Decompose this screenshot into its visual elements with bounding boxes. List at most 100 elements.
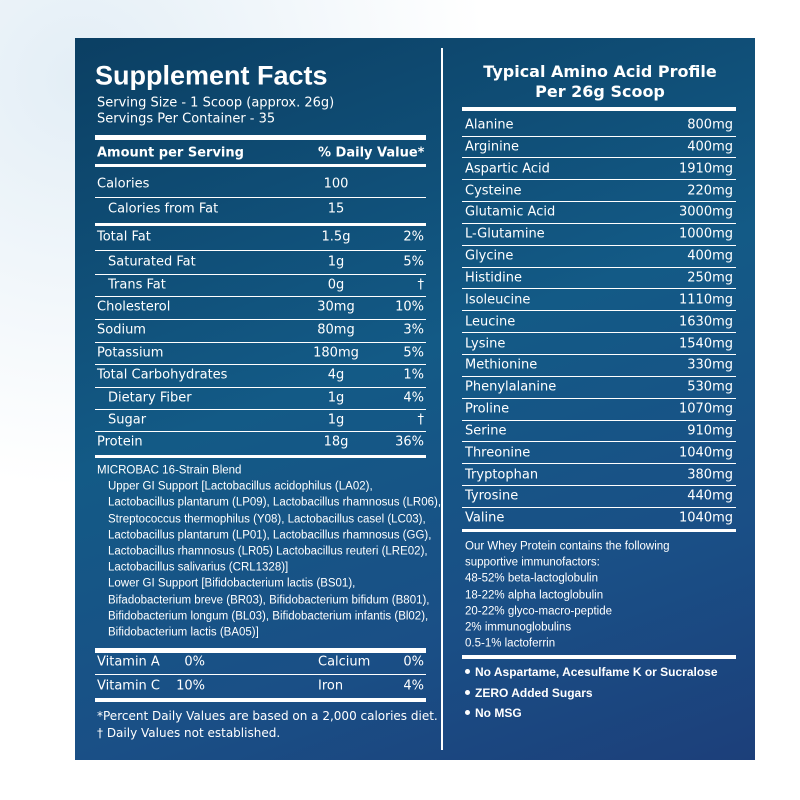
amino-amount: 440mg	[687, 488, 733, 504]
nutrient-name: Total Fat	[97, 229, 151, 245]
nutrient-amount: 4g	[327, 367, 345, 383]
amino-title: Typical Amino Acid Profile	[483, 62, 717, 81]
rule	[462, 397, 736, 399]
nutrient-dv: 3%	[403, 322, 424, 338]
amino-title: Per 26g Scoop	[535, 82, 665, 101]
amino-amount: 400mg	[687, 248, 733, 264]
nutrient-name: Trans Fat	[108, 277, 166, 293]
nutrient-amount: 1g	[327, 254, 345, 270]
rule	[462, 506, 736, 508]
amino-name: Lysine	[465, 336, 506, 351]
rule	[95, 196, 426, 198]
rule	[95, 249, 426, 251]
blend-line: Bifadobacterium breve (BR03), Bifidobact…	[108, 593, 430, 606]
immunofactor-line: 2% immunoglobulins	[465, 621, 572, 634]
nutrient-amount: 80mg	[317, 322, 355, 338]
nutrient-dv: 2%	[403, 229, 424, 245]
nutrient-dv: †	[417, 277, 425, 293]
bullet-dot	[465, 669, 470, 674]
nutrient-name: Potassium	[97, 345, 164, 361]
rule	[462, 655, 736, 659]
rule	[95, 318, 426, 320]
rule	[462, 419, 736, 421]
rule	[95, 223, 426, 226]
nutrient-amount: 18g	[323, 434, 349, 450]
rule	[462, 485, 736, 487]
rule	[462, 332, 736, 334]
nutrient-amount: 1.5g	[321, 229, 351, 245]
amino-amount: 1630mg	[679, 314, 733, 330]
rule	[462, 375, 736, 377]
nutrient-amount: 1g	[327, 390, 345, 406]
amino-name: Arginine	[465, 139, 519, 155]
amino-amount: 1000mg	[679, 226, 733, 242]
mineral-name: Calcium	[318, 654, 371, 670]
rule	[95, 648, 426, 653]
nutrient-name: Saturated Fat	[108, 254, 196, 270]
nutrient-name: Calories from Fat	[108, 201, 219, 217]
blend-line: Lower GI Support [Bifidobacterium lactis…	[108, 577, 356, 590]
rule	[462, 135, 736, 137]
amino-amount: 1540mg	[679, 336, 733, 351]
claim: No Aspartame, Acesulfame K or Sucralose	[475, 665, 718, 679]
rule	[95, 455, 426, 458]
blend-line: Bifidobacterium longum (BL03), Bifidobac…	[108, 610, 429, 623]
amino-name: Tyrosine	[465, 488, 519, 504]
rule	[95, 364, 426, 365]
rule	[462, 157, 736, 159]
nutrient-dv: 4%	[403, 390, 424, 406]
amino-amount: 1040mg	[679, 510, 733, 526]
amino-amount: 910mg	[687, 423, 733, 439]
rule	[462, 528, 736, 532]
rule	[462, 288, 736, 290]
rule	[462, 201, 736, 203]
amino-name: Valine	[465, 510, 505, 526]
amino-amount: 220mg	[687, 183, 733, 199]
rule	[462, 266, 736, 268]
nutrient-dv: 36%	[395, 434, 424, 450]
footnote: *Percent Daily Values are based on a 2,0…	[97, 709, 438, 723]
rule	[462, 179, 736, 181]
amino-name: Cysteine	[465, 183, 522, 199]
amino-amount: 800mg	[687, 117, 733, 133]
mineral-dv: 4%	[403, 678, 424, 694]
nutrient-name: Dietary Fiber	[108, 390, 192, 406]
amino-name: Histidine	[465, 270, 522, 286]
blend-line: Lactobacillus plantarum (LP01), Lactobac…	[108, 529, 432, 542]
rule	[95, 431, 426, 432]
rule	[95, 386, 426, 388]
bullet-dot	[465, 710, 470, 715]
nutrient-amount: 180mg	[313, 345, 359, 361]
vitamin-name: Vitamin A	[97, 654, 160, 670]
rule	[462, 310, 736, 312]
nutrient-dv: 1%	[403, 367, 424, 383]
amino-name: Glycine	[465, 248, 514, 264]
rule	[95, 273, 426, 275]
blend-line: Lactobacillus rhamnosus (LR05) Lactobaci…	[108, 545, 428, 558]
rule	[95, 674, 426, 675]
column-header: Amount per Serving	[97, 145, 244, 161]
rule	[95, 409, 426, 410]
rule	[95, 135, 426, 140]
vitamin-dv: 10%	[176, 678, 205, 694]
bullet-dot	[465, 689, 470, 695]
facts-title: Supplement Facts	[95, 60, 328, 91]
nutrient-amount: 0g	[327, 277, 345, 293]
amino-name: Proline	[465, 401, 510, 417]
amino-name: Leucine	[465, 314, 516, 330]
blend-line: Bifidobacterium lactis (BA05)]	[108, 626, 259, 639]
amino-name: Glutamic Acid	[465, 204, 556, 220]
nutrient-name: Sodium	[97, 322, 146, 338]
amino-name: Isoleucine	[465, 292, 531, 308]
amino-amount: 1110mg	[679, 292, 733, 308]
vitamin-name: Vitamin C	[97, 678, 161, 694]
footnote: † Daily Values not established.	[97, 726, 281, 740]
serving-info: Serving Size - 1 Scoop (approx. 26g)	[97, 95, 335, 111]
nutrient-amount: 1g	[327, 412, 345, 428]
rule	[95, 341, 426, 343]
rule	[95, 164, 426, 167]
nutrient-dv: †	[417, 412, 425, 428]
nutrient-name: Cholesterol	[97, 299, 171, 315]
amino-name: Aspartic Acid	[465, 161, 550, 177]
